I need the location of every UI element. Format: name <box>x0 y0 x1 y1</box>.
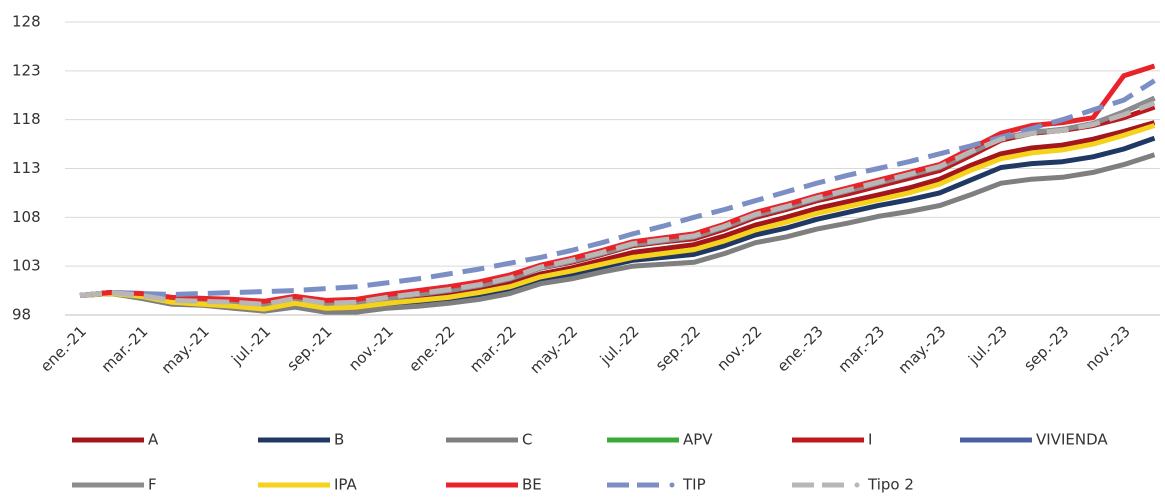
x-tick-label: sep.-22 <box>652 322 704 374</box>
x-tick-label: mar.-23 <box>835 322 889 376</box>
series-line <box>79 100 1156 307</box>
x-tick-label: ene.-22 <box>405 322 458 375</box>
legend-label: TIP <box>682 476 706 494</box>
legend-label: A <box>148 431 159 449</box>
series-line <box>79 120 1156 310</box>
series-line <box>79 123 1156 312</box>
x-tick-label: jul.-22 <box>596 322 643 369</box>
y-tick-label: 103 <box>12 257 41 275</box>
legend-label: F <box>148 476 157 494</box>
legend-swatch-dot <box>854 482 860 488</box>
legend-label: APV <box>683 431 713 449</box>
legend-label: B <box>334 431 344 449</box>
x-tick-label: ene.-21 <box>37 322 90 375</box>
x-tick-label: may.-21 <box>158 322 213 377</box>
x-tick-label: nov.-21 <box>345 322 397 374</box>
legend-label: Tipo 2 <box>867 476 914 494</box>
series-line <box>79 95 1156 308</box>
legend-swatch-dot <box>669 482 675 488</box>
y-tick-label: 113 <box>12 159 41 177</box>
series-line <box>79 95 1156 308</box>
y-tick-label: 118 <box>12 110 41 128</box>
x-tick-label: mar.-21 <box>98 322 152 376</box>
legend-label: BE <box>522 476 542 494</box>
series-line <box>79 152 1156 315</box>
y-tick-label: 98 <box>12 306 31 324</box>
x-tick-label: jul.-21 <box>227 322 274 369</box>
x-tick-label: nov.-22 <box>713 322 765 374</box>
x-tick-label: may.-23 <box>895 322 950 377</box>
legend-label: I <box>868 431 872 449</box>
y-tick-label: 108 <box>12 208 41 226</box>
x-tick-label: sep.-21 <box>283 322 335 374</box>
y-tick-label: 128 <box>12 13 41 31</box>
legend-label: IPA <box>334 476 358 494</box>
x-tick-label: jul.-23 <box>964 322 1011 369</box>
y-tick-label: 123 <box>12 61 41 79</box>
legend-label: VIVIENDA <box>1036 431 1108 449</box>
x-tick-label: ene.-23 <box>774 322 827 375</box>
x-tick-label: sep.-23 <box>1020 322 1072 374</box>
x-tick-label: may.-22 <box>526 322 581 377</box>
legend-label: C <box>522 431 532 449</box>
x-tick-label: nov.-23 <box>1082 322 1134 374</box>
x-tick-label: mar.-22 <box>466 322 520 376</box>
series-line <box>79 78 1156 298</box>
